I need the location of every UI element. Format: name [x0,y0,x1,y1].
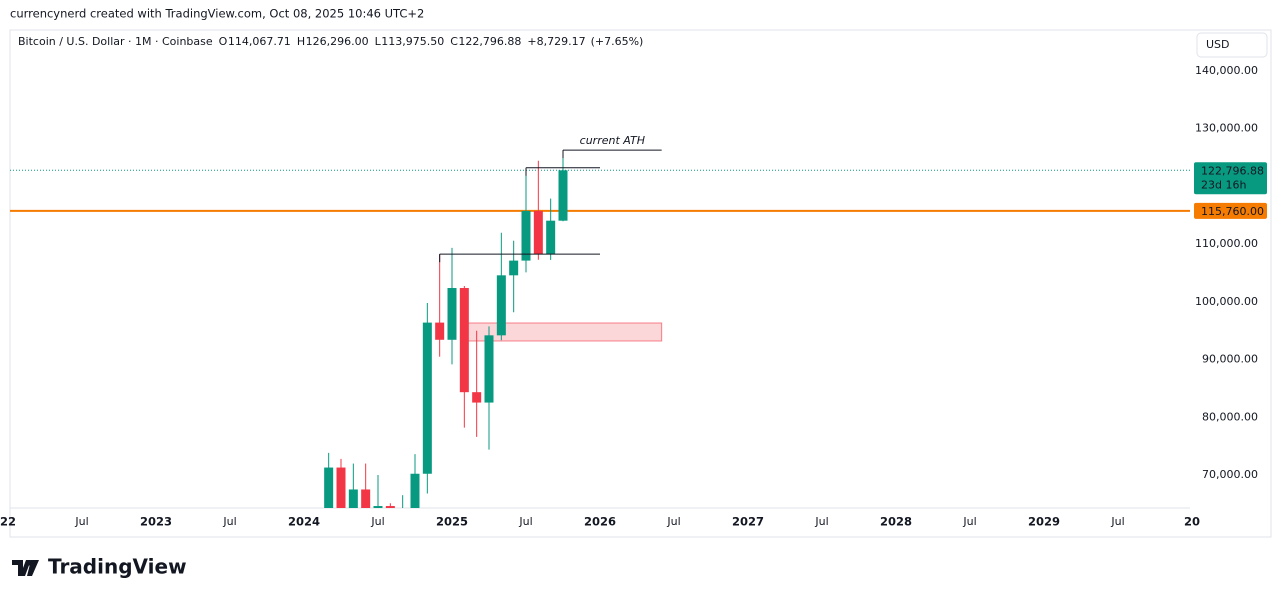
candle-body [373,506,383,508]
x-tick-label: Jul [370,515,384,528]
price-line-label: 115,760.00 [1201,205,1264,218]
countdown: 23d 16h [1201,178,1246,191]
brand-name: TradingView [48,555,187,579]
zone [463,322,663,342]
candle-body [496,275,506,336]
candle-body [336,467,346,508]
candle-body [459,288,469,393]
x-tick-label: Jul [222,515,236,528]
candle-body [472,392,482,403]
x-tick-label: Jul [666,515,680,528]
ohlc-prefix: C [450,35,458,48]
candle-body [348,489,358,508]
candle-body [521,210,531,261]
candle-body [324,467,334,508]
change: +8,729.17 [527,35,585,48]
x-tick-label: 2028 [880,515,912,529]
x-tick-label: 2029 [1028,515,1060,529]
candle-body [361,489,371,508]
ohlc-prefix: L [375,35,382,48]
ohlc-prefix: O [219,35,228,48]
candle-body [422,322,432,474]
y-tick-label: 140,000.00 [1195,64,1258,77]
x-tick-label: 2023 [140,515,172,529]
level-text: current ATH [580,134,645,147]
candle-body [447,288,457,340]
candle-body [385,506,395,508]
chart-frame [9,29,1272,538]
y-tick-label: 70,000.00 [1202,468,1258,481]
x-tick-label: 22 [0,515,16,529]
ohlc-value: 122,796.88 [458,35,521,48]
header: currencynerd created with TradingView.co… [10,7,424,21]
y-tick-label: 100,000.00 [1195,295,1258,308]
x-tick-label: 2027 [732,515,764,529]
plot: current ATH [10,134,1190,538]
y-tick-label: 110,000.00 [1195,237,1258,250]
ohlc-value: 113,975.50 [381,35,444,48]
candle-body [398,513,407,538]
candle-body [509,260,519,276]
candle-body [546,220,556,255]
candle-body [558,170,568,221]
y-tick-label: 130,000.00 [1195,122,1258,135]
symbol: Bitcoin / U.S. Dollar · 1M · Coinbase [18,35,213,48]
currency-button[interactable] [1196,32,1268,58]
x-tick-label: Jul [814,515,828,528]
candle-body [410,473,420,508]
candle-body [484,335,494,403]
candle-body [435,322,445,340]
ohlc-value: 126,296.00 [306,35,369,48]
y-tick-label: 80,000.00 [1202,410,1258,423]
x-tick-label: Jul [518,515,532,528]
last-price-label: 122,796.88 [1201,164,1264,177]
candle-body [533,210,543,255]
x-tick-label: 2026 [584,515,616,529]
change-pct: (+7.65%) [591,35,644,48]
currency[interactable]: USD [1206,38,1230,51]
last-price-badge [1194,162,1267,195]
ohlc-value: 114,067.71 [228,35,291,48]
x-tick-label: Jul [962,515,976,528]
ohlc-prefix: H [297,35,305,48]
x-tick-label: 2025 [436,515,468,529]
x-tick-label: Jul [74,515,88,528]
price-line-badge [1194,202,1267,219]
x-tick-label: 20 [1184,515,1200,529]
x-tick-label: Jul [1110,515,1124,528]
brand-logo [12,560,39,576]
x-tick-label: 2024 [288,515,320,529]
y-tick-label: 90,000.00 [1202,353,1258,366]
